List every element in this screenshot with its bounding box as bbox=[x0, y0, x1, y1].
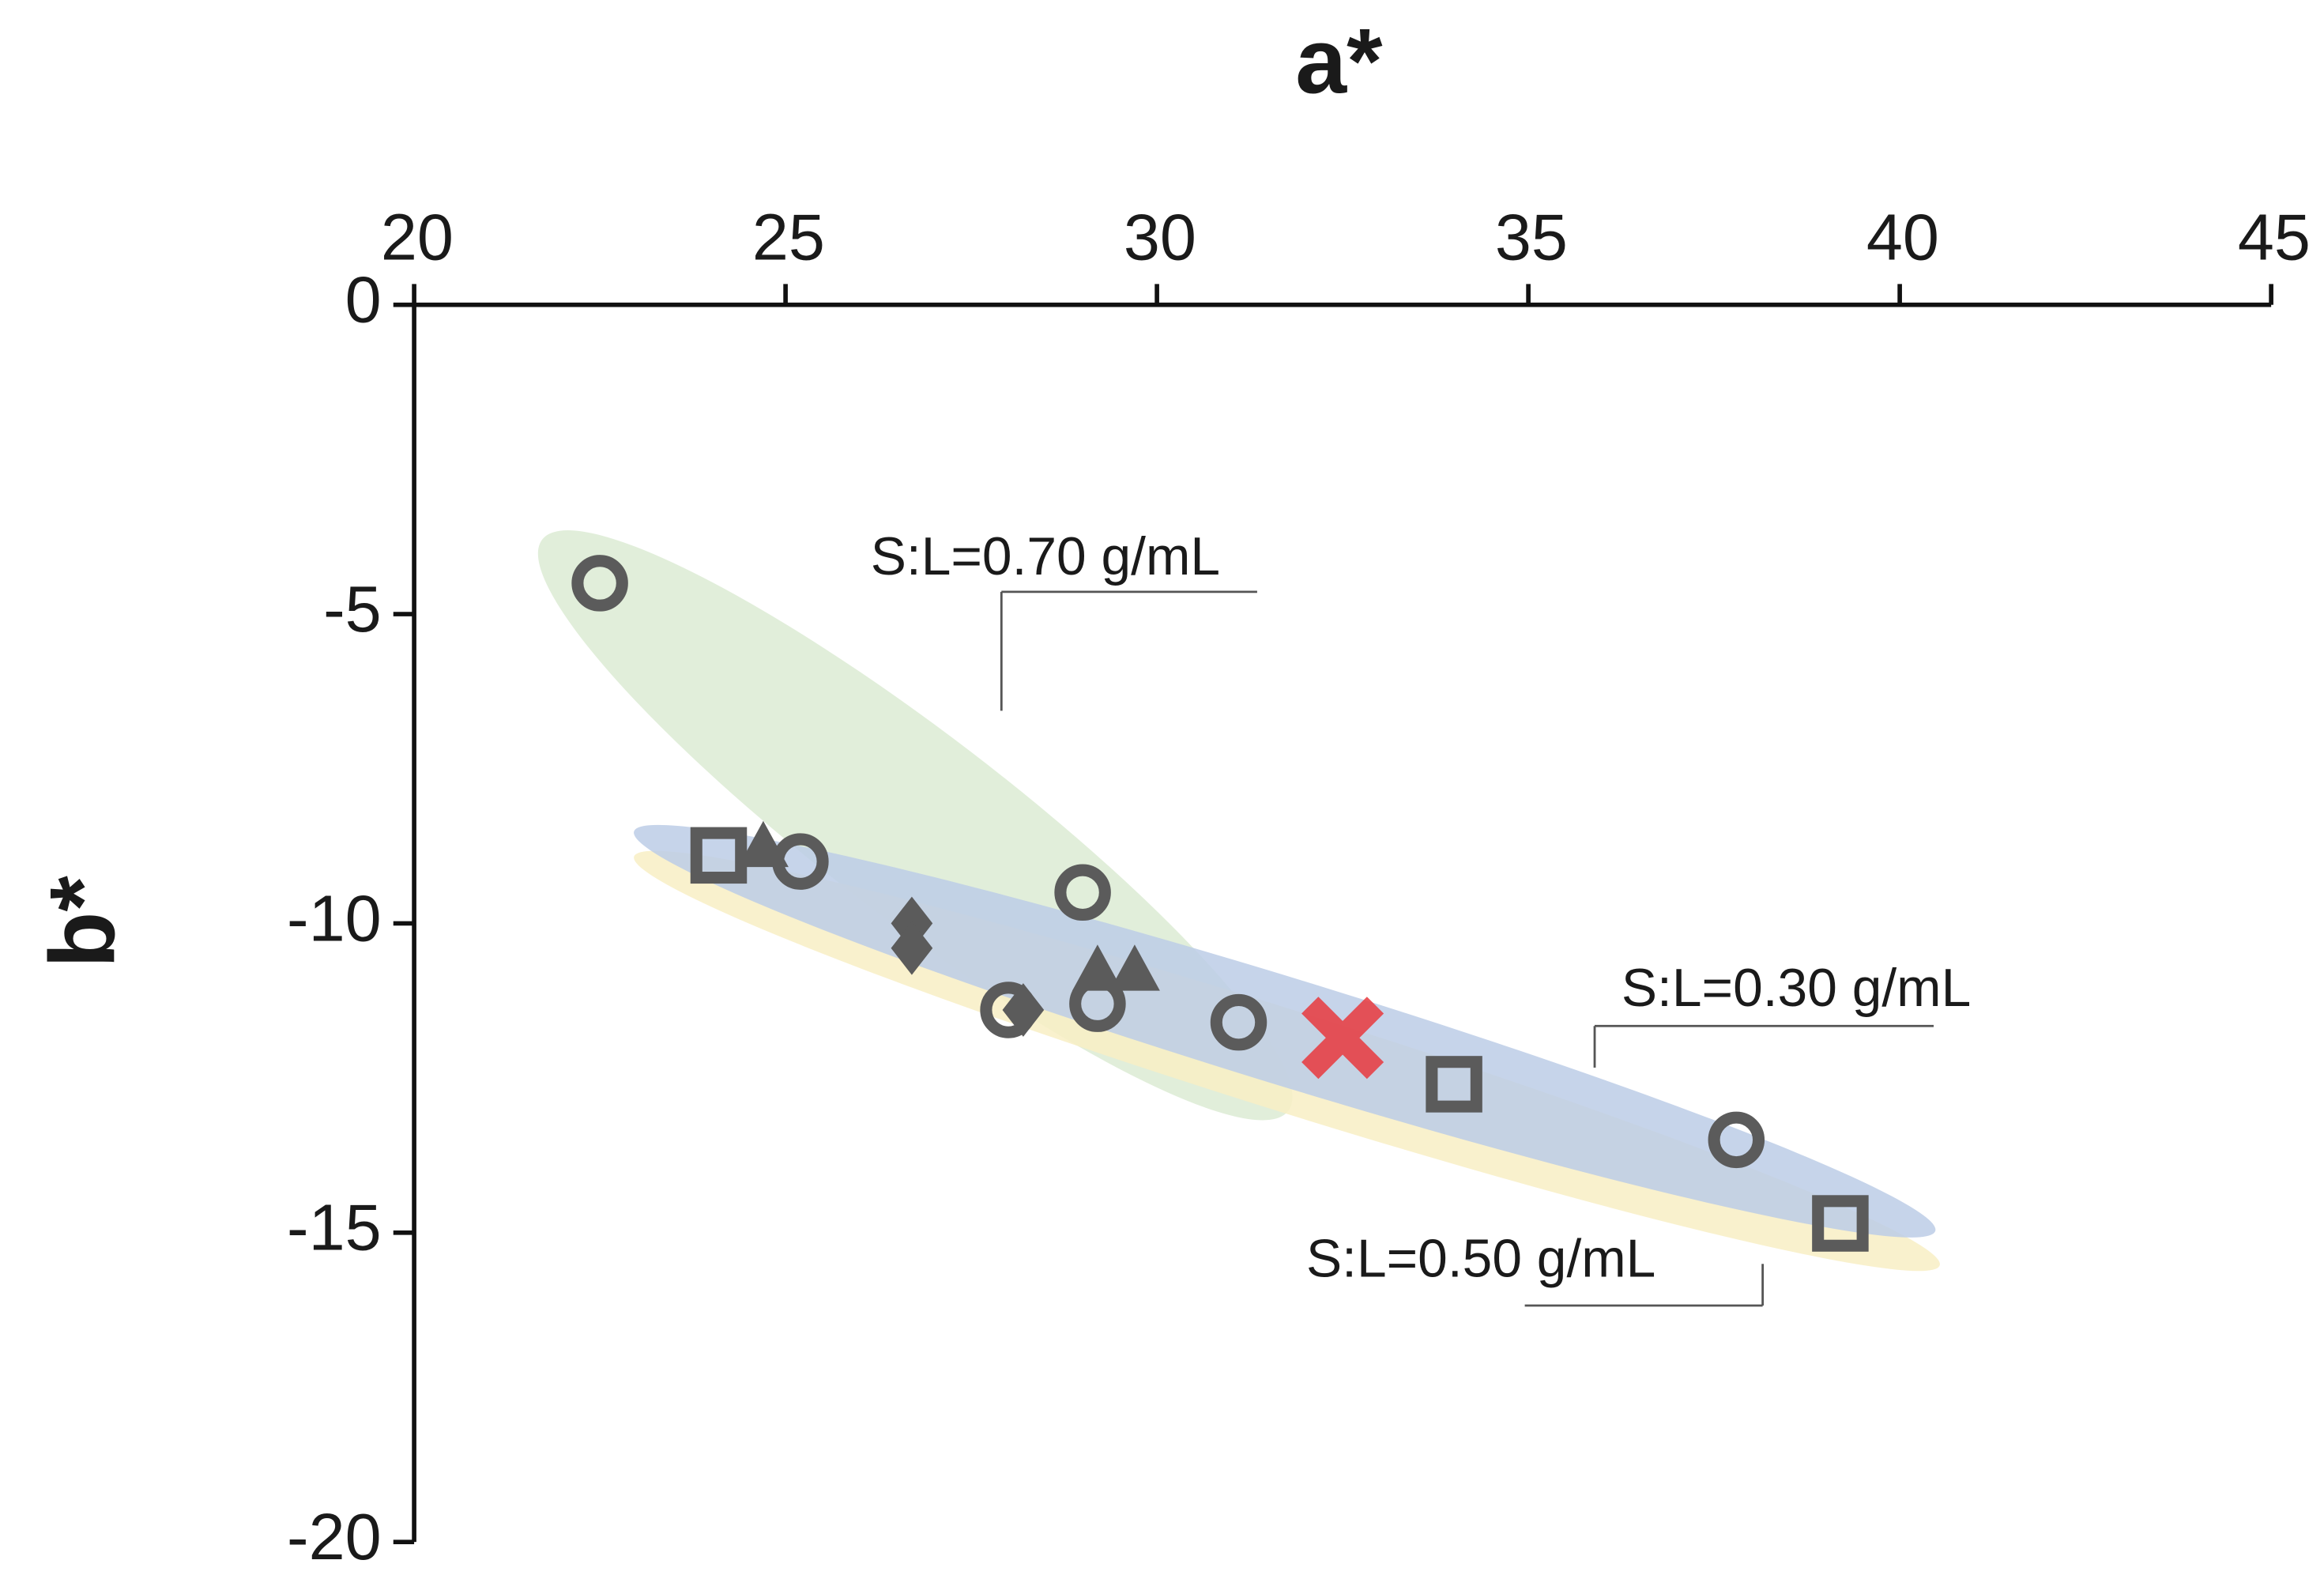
point bbox=[891, 921, 933, 975]
point bbox=[571, 555, 628, 612]
point bbox=[1812, 1195, 1869, 1252]
y-tick-label: -20 bbox=[287, 1500, 382, 1573]
point bbox=[1426, 1056, 1482, 1113]
y-tick-label: -10 bbox=[287, 881, 382, 955]
x-axis-title: a* bbox=[1295, 9, 1383, 112]
y-tick-label: 0 bbox=[345, 263, 382, 337]
point bbox=[1301, 997, 1384, 1080]
region bbox=[634, 824, 1936, 1238]
point bbox=[690, 827, 748, 884]
point bbox=[1210, 993, 1267, 1051]
point bbox=[1072, 944, 1123, 991]
x-tick-label: 45 bbox=[2238, 201, 2311, 274]
region-label: S:L=0.70 g/mL bbox=[871, 527, 1220, 586]
x-tick-label: 40 bbox=[1866, 201, 1939, 274]
x-tick-label: 25 bbox=[752, 201, 825, 274]
point bbox=[1054, 864, 1111, 921]
y-axis-title: b* bbox=[31, 876, 134, 968]
point bbox=[1109, 944, 1160, 991]
x-tick-label: 30 bbox=[1124, 201, 1196, 274]
y-tick-label: -5 bbox=[323, 572, 382, 646]
x-tick-label: 20 bbox=[381, 201, 454, 274]
region-label: S:L=0.50 g/mL bbox=[1306, 1229, 1655, 1288]
x-tick-label: 35 bbox=[1495, 201, 1568, 274]
point bbox=[737, 820, 789, 868]
region-label: S:L=0.30 g/mL bbox=[1622, 959, 1971, 1018]
y-tick-label: -15 bbox=[287, 1191, 382, 1264]
regions bbox=[537, 530, 1940, 1272]
point bbox=[1708, 1111, 1765, 1169]
point bbox=[1002, 983, 1045, 1037]
